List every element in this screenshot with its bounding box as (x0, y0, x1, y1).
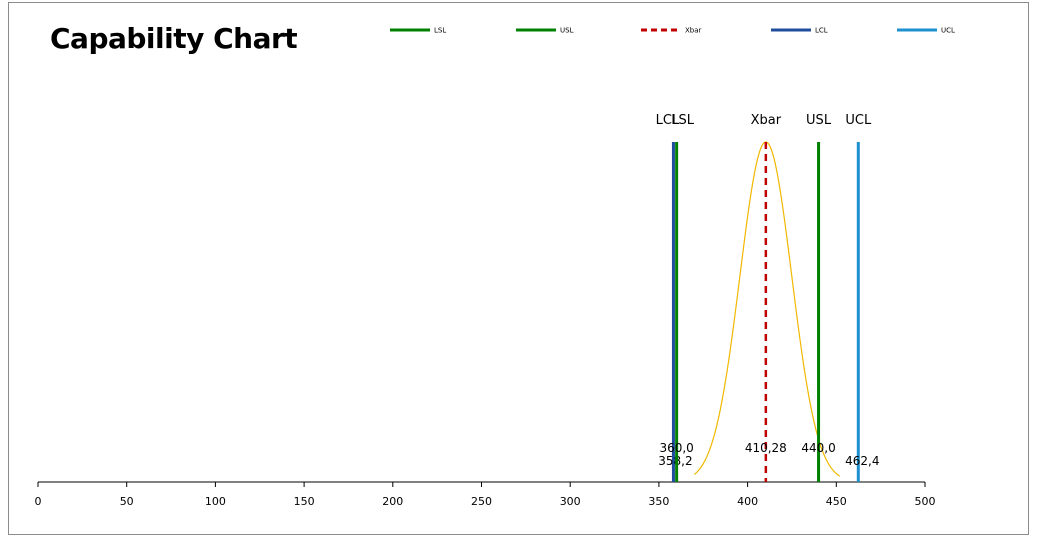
chart-title: Capability Chart (50, 22, 298, 55)
legend-label-lsl: LSL (434, 27, 446, 35)
legend-label-lcl: LCL (815, 27, 828, 35)
value-label-xbar: 410,28 (745, 441, 787, 455)
legend-label-usl: USL (560, 27, 574, 35)
line-label-ucl: UCL (845, 113, 872, 128)
line-label-lsl: LSL (671, 113, 694, 128)
distribution-curve (693, 141, 841, 477)
line-label-usl: USL (806, 113, 832, 128)
x-tick-label-200: 200 (382, 495, 403, 508)
line-label-lcl: LCL (656, 113, 680, 128)
legend-label-xbar: Xbar (685, 27, 702, 35)
x-tick-label-450: 450 (826, 495, 847, 508)
line-label-xbar: Xbar (751, 113, 782, 128)
x-tick-label-100: 100 (205, 495, 226, 508)
x-tick-label-400: 400 (737, 495, 758, 508)
x-tick-label-50: 50 (120, 495, 134, 508)
x-tick-label-300: 300 (560, 495, 581, 508)
value-label-ucl: 462,4 (845, 454, 879, 468)
x-tick-label-150: 150 (294, 495, 315, 508)
x-tick-label-500: 500 (915, 495, 936, 508)
value-label-lsl: 360,0 (659, 441, 693, 455)
value-label-usl: 440,0 (801, 441, 835, 455)
x-tick-label-250: 250 (471, 495, 492, 508)
x-tick-label-0: 0 (35, 495, 42, 508)
x-tick-label-350: 350 (648, 495, 669, 508)
legend-label-ucl: UCL (941, 27, 955, 35)
